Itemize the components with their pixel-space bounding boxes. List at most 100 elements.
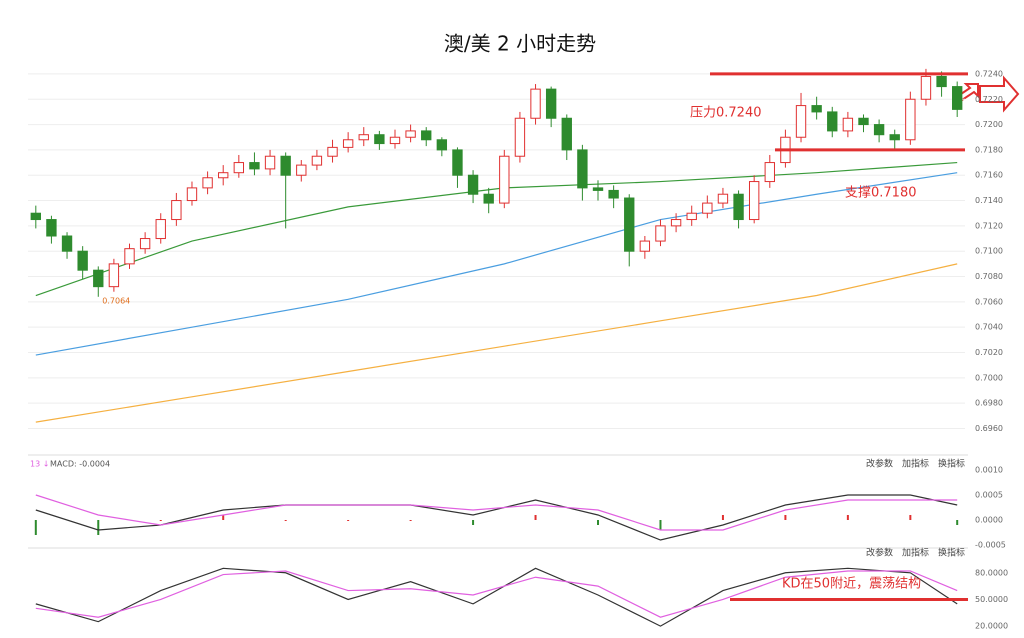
candle-body <box>374 134 385 145</box>
y-tick-label: 0.7180 <box>975 145 1003 154</box>
y-tick-label: 0.7160 <box>975 171 1003 180</box>
candle-body <box>733 193 744 221</box>
macd-hist <box>956 520 959 525</box>
y-tick-label: 0.7200 <box>975 120 1003 129</box>
y-tick-label: 80.0000 <box>975 568 1008 577</box>
macd-line <box>35 494 958 531</box>
moving-average <box>35 263 958 423</box>
arrow-icon <box>979 75 1020 113</box>
candle-body <box>421 130 432 141</box>
candle-body <box>405 130 416 138</box>
macd-hist <box>659 520 662 530</box>
y-tick-label: 50.0000 <box>975 595 1008 604</box>
annotation: 压力0.7240 <box>690 106 762 121</box>
candle-body <box>46 219 57 237</box>
candle-body <box>686 212 697 221</box>
candle-body <box>827 111 838 132</box>
candle-body <box>608 189 619 199</box>
panel-button[interactable]: 加指标 <box>902 547 929 559</box>
candle-body <box>233 162 245 174</box>
candle-body <box>858 117 869 126</box>
candle-body <box>436 139 448 151</box>
y-tick-label: 0.7220 <box>975 95 1003 104</box>
candle-body <box>483 193 494 204</box>
candle-body <box>218 172 229 179</box>
y-tick-label: 0.7240 <box>975 69 1003 78</box>
panel-button[interactable]: 改参数 <box>866 458 893 470</box>
y-tick-label: -0.0005 <box>975 541 1006 550</box>
panel-button[interactable]: 换指标 <box>938 547 965 559</box>
y-tick-label: 0.7080 <box>975 272 1003 281</box>
low-label: 0.7064 <box>102 296 130 305</box>
candle-body <box>952 86 963 110</box>
macd-hist <box>472 520 475 525</box>
candle-body <box>920 75 932 100</box>
candle-body <box>592 187 604 191</box>
macd-hist <box>846 515 849 520</box>
candle-body <box>124 248 135 265</box>
candle-body <box>873 124 885 136</box>
candle-body <box>717 193 729 204</box>
y-tick-label: 0.7000 <box>975 373 1003 382</box>
candle-body <box>499 155 510 204</box>
candle-body <box>639 240 651 252</box>
candle-body <box>327 146 338 157</box>
candle-body <box>358 134 369 141</box>
chart-title: 澳/美 2 小时走势 <box>444 32 596 56</box>
y-tick-label: 0.0010 <box>975 466 1003 475</box>
macd-hist <box>784 515 787 520</box>
candle-body <box>889 134 900 141</box>
candle-body <box>545 88 557 119</box>
candle-body <box>186 187 198 202</box>
macd-line <box>35 494 958 541</box>
y-tick-label: 0.7020 <box>975 348 1003 357</box>
candle-body <box>389 136 401 145</box>
candle-body <box>108 263 120 288</box>
macd-period: 13 ↓ <box>30 460 49 469</box>
candle-body <box>561 117 572 151</box>
panel-button[interactable]: 改参数 <box>866 547 893 559</box>
candle-body <box>311 155 323 166</box>
candle-body <box>264 155 276 170</box>
moving-average <box>35 172 958 356</box>
candle-body <box>764 162 775 183</box>
y-tick-label: 0.6980 <box>975 399 1003 408</box>
y-tick-label: 0.7120 <box>975 221 1003 230</box>
macd-label: MACD: -0.0004 <box>50 460 110 469</box>
annotation: KD在50附近，震荡结构 <box>782 577 921 592</box>
macd-hist <box>97 520 100 535</box>
candle-body <box>249 162 260 170</box>
candle-body <box>670 219 682 227</box>
y-tick-label: 0.6960 <box>975 424 1003 433</box>
macd-hist <box>347 520 350 521</box>
y-tick-label: 0.7100 <box>975 247 1003 256</box>
candle-body <box>61 235 73 252</box>
y-tick-label: 0.0000 <box>975 516 1003 525</box>
candle-body <box>936 75 947 88</box>
y-tick-label: 20.0000 <box>975 622 1008 631</box>
panel-button[interactable]: 换指标 <box>938 458 965 470</box>
candle-body <box>514 117 526 157</box>
candle-body <box>296 164 307 176</box>
macd-hist <box>34 520 37 535</box>
candle-body <box>842 117 854 132</box>
y-tick-label: 0.7040 <box>975 323 1003 332</box>
candle-body <box>811 105 822 113</box>
candle-body <box>171 200 182 221</box>
moving-average <box>35 161 958 297</box>
candle-body <box>202 177 213 189</box>
candle-body <box>795 105 807 138</box>
annotation: 支撑0.7180 <box>845 186 917 201</box>
candle-body <box>467 174 479 195</box>
candle-body <box>702 202 713 214</box>
kd-line <box>35 570 958 618</box>
macd-hist <box>909 515 912 520</box>
candle-body <box>905 98 916 141</box>
candle-body <box>139 238 151 250</box>
candle-body <box>155 219 166 240</box>
y-tick-label: 0.7060 <box>975 297 1003 306</box>
panel-button[interactable]: 加指标 <box>902 458 929 470</box>
y-tick-label: 0.7140 <box>975 196 1003 205</box>
macd-hist <box>721 515 724 520</box>
